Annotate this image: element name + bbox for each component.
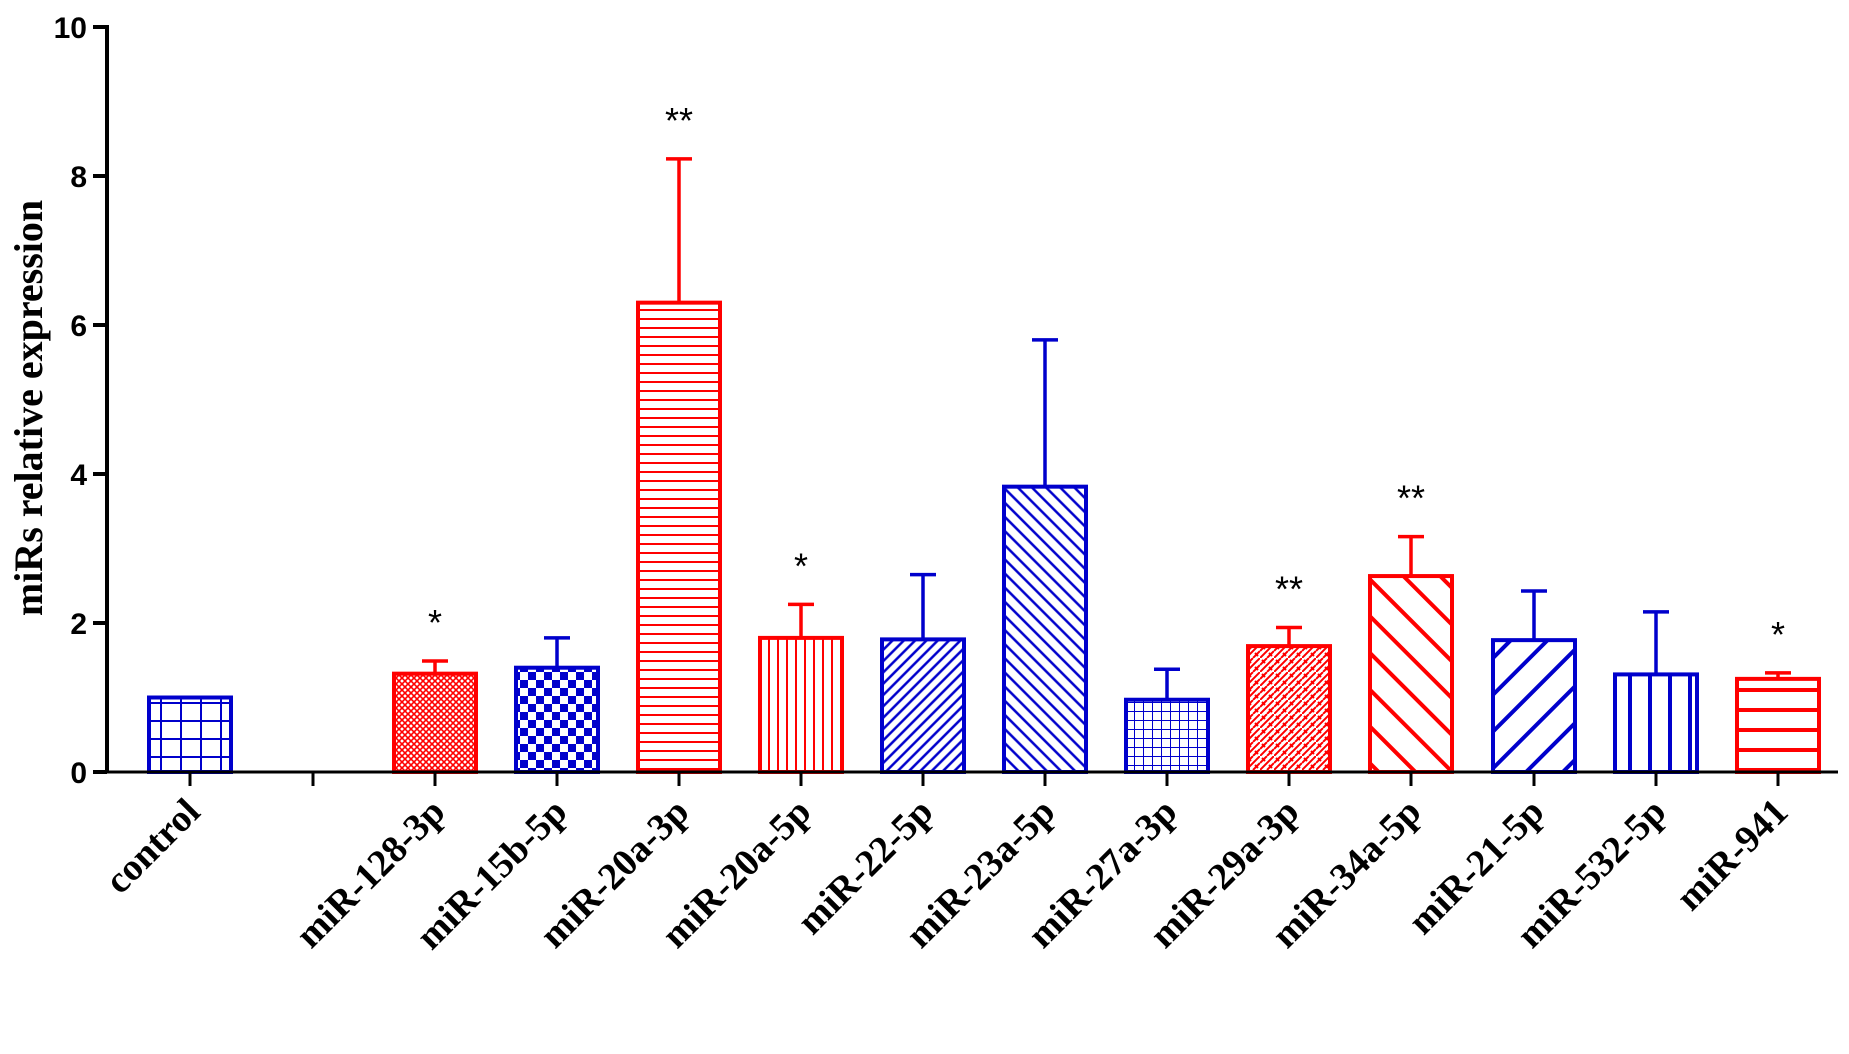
y-tick-label: 0: [70, 757, 87, 790]
significance-label: *: [428, 602, 442, 643]
y-tick-label: 2: [70, 608, 87, 641]
y-axis-label: miRs relative expression: [6, 200, 51, 616]
significance-label: **: [665, 100, 693, 141]
bar-group: [1368, 574, 1454, 774]
bar-group: [880, 637, 966, 775]
bar: [514, 665, 600, 775]
bar: [1124, 697, 1210, 774]
bar-group: [1613, 672, 1699, 775]
significance-label: *: [1771, 614, 1785, 655]
bar: [1491, 638, 1577, 775]
bar-group: [392, 671, 478, 774]
significance-label: *: [794, 545, 808, 586]
bar-group: [1246, 644, 1332, 774]
bar: [758, 635, 844, 775]
x-tick-label: control: [97, 791, 208, 902]
x-tick-label: miR-941: [1668, 791, 1796, 919]
bar-group: [1491, 638, 1577, 775]
bar: [392, 671, 478, 774]
significance-label: **: [1397, 478, 1425, 519]
bar: [1368, 574, 1454, 774]
bar-group: [147, 695, 233, 774]
bar-group: [514, 665, 600, 775]
bar-group: [636, 300, 722, 774]
y-tick-label: 4: [70, 459, 87, 492]
bar-group: [1124, 697, 1210, 774]
bar: [880, 637, 966, 775]
bar-group: [1002, 484, 1088, 774]
significance-label: **: [1275, 568, 1303, 609]
bar: [1735, 676, 1821, 774]
y-tick-label: 8: [70, 161, 87, 194]
y-tick-label: 10: [54, 12, 87, 45]
bar: [1246, 644, 1332, 774]
bar: [1613, 672, 1699, 775]
bar: [1002, 484, 1088, 774]
y-tick-label: 6: [70, 310, 87, 343]
bar-group: [758, 635, 844, 775]
bar-group: [1735, 676, 1821, 774]
bar: [636, 300, 722, 774]
bar: [147, 695, 233, 774]
